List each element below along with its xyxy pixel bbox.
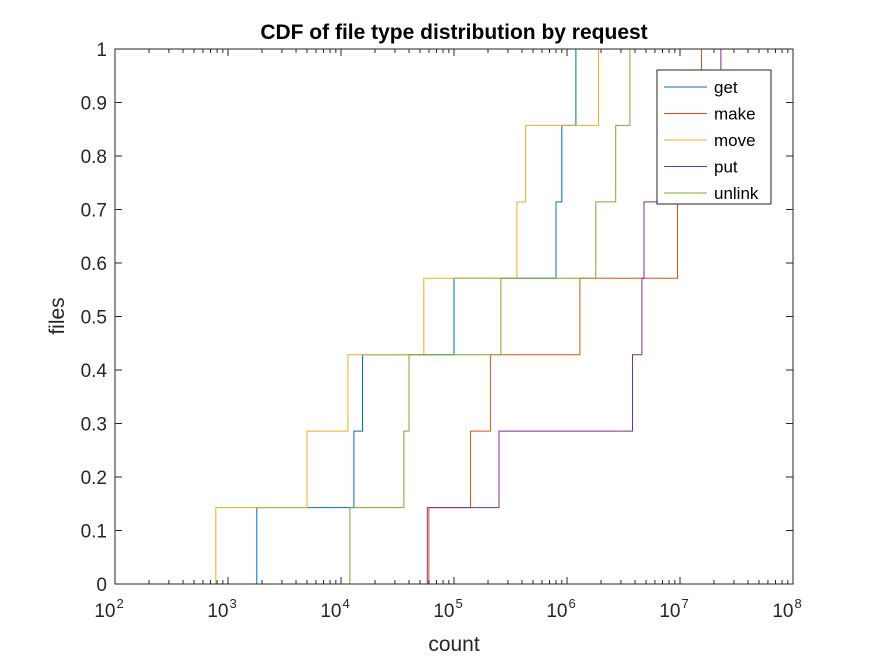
x-axis-title: count xyxy=(428,633,480,656)
y-tick-label: 0.2 xyxy=(81,468,107,489)
plot-frame xyxy=(114,48,794,585)
legend-label-unlink: unlink xyxy=(714,184,759,203)
y-tick-label: 0.9 xyxy=(81,94,107,115)
legend-label-get: get xyxy=(714,78,738,97)
y-tick-label: 1 xyxy=(96,40,107,61)
legend-label-move: move xyxy=(714,131,756,150)
x-tick-label: 105 xyxy=(433,596,462,622)
legend-label-make: make xyxy=(714,105,756,124)
x-tick-labels: 102 103 104 105 106 107 108 xyxy=(94,596,801,622)
y-tick-label: 0.7 xyxy=(81,201,107,222)
y-tick-labels: 0 0.1 0.2 0.3 0.4 0.5 0.6 0.7 0.8 0.9 1 xyxy=(81,40,108,596)
series-line-move xyxy=(215,49,599,584)
legend: get make move put unlink xyxy=(656,69,772,205)
chart-title: CDF of file type distribution by request xyxy=(260,21,647,44)
legend-box xyxy=(656,69,772,205)
y-tick-label: 0.1 xyxy=(81,522,107,543)
y-tick-label: 0.8 xyxy=(81,147,107,168)
legend-label-put: put xyxy=(714,158,738,177)
series-line-unlink xyxy=(349,49,631,584)
y-tick-label: 0 xyxy=(96,575,107,596)
y-axis-title: files xyxy=(46,297,69,334)
y-tick-label: 0.4 xyxy=(81,361,108,382)
y-tick-label: 0.3 xyxy=(81,415,107,436)
series-line-get xyxy=(256,49,577,584)
y-tick-label: 0.6 xyxy=(81,254,107,275)
y-tick-label: 0.5 xyxy=(81,308,107,329)
